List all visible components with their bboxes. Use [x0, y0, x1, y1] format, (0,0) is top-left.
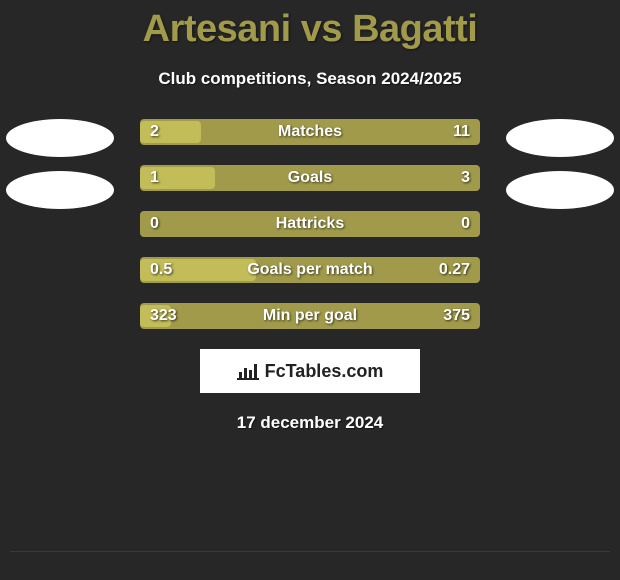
bottom-divider: [10, 551, 610, 552]
metric-label: Goals: [140, 165, 480, 191]
stat-row: 0Hattricks0: [140, 211, 480, 237]
page-title: Artesani vs Bagatti: [0, 0, 620, 51]
team-badge-left-1: [6, 119, 114, 157]
value-right: 0.27: [439, 257, 470, 283]
chart-icon: [237, 362, 259, 380]
stat-row: 323Min per goal375: [140, 303, 480, 329]
team-badge-right-2: [506, 171, 614, 209]
subtitle: Club competitions, Season 2024/2025: [0, 69, 620, 89]
value-right: 3: [461, 165, 470, 191]
value-right: 375: [443, 303, 470, 329]
metric-label: Min per goal: [140, 303, 480, 329]
stat-row: 2Matches11: [140, 119, 480, 145]
value-right: 0: [461, 211, 470, 237]
metric-label: Hattricks: [140, 211, 480, 237]
brand-label: FcTables.com: [265, 361, 384, 382]
team-badge-right-1: [506, 119, 614, 157]
stat-row: 0.5Goals per match0.27: [140, 257, 480, 283]
team-badge-left-2: [6, 171, 114, 209]
metric-label: Goals per match: [140, 257, 480, 283]
metric-label: Matches: [140, 119, 480, 145]
date-label: 17 december 2024: [10, 413, 610, 433]
stat-row: 1Goals3: [140, 165, 480, 191]
value-right: 11: [453, 119, 470, 145]
comparison-panel: 2Matches11 1Goals3 0Hattricks0 0.5Goals per…: [0, 119, 620, 433]
brand-box[interactable]: FcTables.com: [200, 349, 420, 393]
